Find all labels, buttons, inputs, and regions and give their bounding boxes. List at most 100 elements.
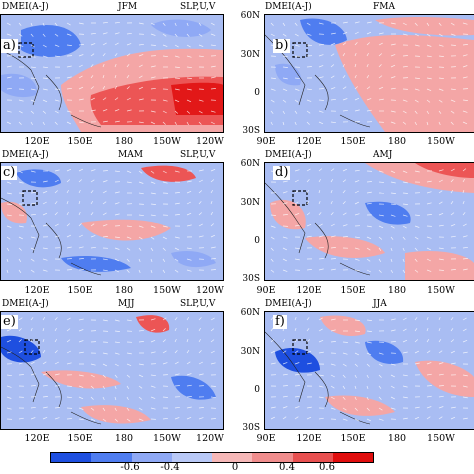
panel-d-lat-tick: 60N [240, 159, 260, 169]
panel-b-lat-tick: 30S [242, 126, 260, 136]
panel-d-lon-tick: 90E [256, 285, 276, 296]
panel-d-lon-tick: 150E [340, 285, 366, 296]
colorbar-swatch [332, 453, 373, 462]
panel-d-wind-vectors [270, 168, 468, 273]
panel-a-map: a) [0, 14, 224, 133]
panel-e-center-title: MJJ [118, 299, 135, 309]
panel-a-right-title: SLP,U,V [180, 2, 216, 12]
panel-e-lon-tick: 120E [24, 433, 50, 444]
panel-b-anomaly-field [265, 15, 474, 132]
panel-f-lon-tick: 120E [296, 433, 322, 444]
panel-b-lat-tick: 0 [254, 88, 260, 98]
panel-c-lon-tick: 120E [24, 285, 50, 296]
panel-e-map: e) [0, 311, 224, 430]
panel-b-lat-tick: 60N [240, 11, 260, 21]
panel-d-label: d) [273, 165, 291, 181]
colorbar-swatch [51, 453, 92, 462]
panel-f-lon-tick: 90E [256, 433, 276, 444]
panel-c-map: c) [0, 162, 224, 281]
panel-f-lon-tick: 180 [387, 433, 407, 444]
panel-b-left-title: DMEI(A-J) [265, 2, 312, 12]
panel-e-anomaly-field [1, 312, 223, 429]
panel-f-lon-tick: 150E [340, 433, 366, 444]
panel-c-coastline [1, 197, 102, 276]
panel-a-anomaly-field [1, 15, 223, 132]
panel-f-left-title: DMEI(A-J) [265, 299, 312, 309]
panel-f-region-box [292, 339, 308, 355]
panel-a-wind-vectors [6, 21, 217, 126]
colorbar-swatch [292, 453, 333, 462]
panel-d-lat-tick: 30N [240, 198, 260, 208]
panel-a-lon-tick: 150W [153, 136, 181, 147]
panel-c-lon-tick: 180 [114, 285, 134, 296]
panel-e-wind-vectors [6, 317, 217, 422]
panel-d-lon-tick: 150W [427, 285, 455, 296]
panel-b-region-box [292, 42, 308, 58]
panel-d-map: d) [264, 162, 474, 281]
panel-c-region-box [22, 190, 38, 206]
panel-d-lat-tick: 30S [242, 274, 260, 284]
panel-a-lon-tick: 120E [24, 136, 50, 147]
panel-b-lon-tick: 120E [296, 136, 322, 147]
panel-a-lon-tick: 150E [67, 136, 93, 147]
colorbar-swatch [91, 453, 132, 462]
panel-e-lon-tick: 180 [114, 433, 134, 444]
panel-c-lon-tick: 120W [196, 285, 224, 296]
colorbar-swatch [171, 453, 212, 462]
panel-a-lon-tick: 120W [196, 136, 224, 147]
panel-e-lon-tick: 150E [67, 433, 93, 444]
colorbar-swatch [212, 453, 253, 462]
panel-b-lon-tick: 150E [340, 136, 366, 147]
panel-a-center-title: JFM [118, 2, 138, 12]
panel-c-lon-tick: 150W [153, 285, 181, 296]
panel-b-wind-vectors [270, 21, 469, 126]
panel-e-coastline [1, 346, 102, 425]
panel-d-lat-tick: 0 [254, 236, 260, 246]
panel-c-lon-tick: 150E [67, 285, 93, 296]
panel-a-label: a) [1, 38, 18, 54]
colorbar-label: 0.6 [319, 462, 335, 473]
colorbar-label: 0.4 [279, 462, 295, 473]
panel-f-lat-tick: 30S [242, 423, 260, 433]
panel-d-anomaly-field [265, 163, 474, 280]
panel-c-center-title: MAM [118, 150, 143, 160]
panel-f-anomaly-field [265, 312, 474, 429]
panel-a-lon-tick: 180 [114, 136, 134, 147]
panel-b-lon-tick: 150W [427, 136, 455, 147]
panel-c-label: c) [1, 165, 18, 181]
colorbar [50, 452, 374, 463]
panel-f-lat-tick: 0 [254, 385, 260, 395]
panel-b-lat-tick: 30N [240, 50, 260, 60]
panel-b-map: b) [264, 14, 474, 133]
colorbar-swatch [252, 453, 293, 462]
panel-d-lon-tick: 180 [387, 285, 407, 296]
colorbar-label: 0 [231, 462, 239, 473]
panel-b-lon-tick: 90E [256, 136, 276, 147]
panel-c-right-title: SLP,U,V [180, 150, 216, 160]
panel-f-map: f) [264, 311, 474, 430]
panel-f-label: f) [273, 314, 287, 330]
panel-c-wind-vectors [6, 168, 216, 274]
panel-d-region-box [292, 190, 308, 206]
panel-e-left-title: DMEI(A-J) [2, 299, 49, 309]
panel-c-anomaly-field [1, 163, 223, 280]
colorbar-label: -0.4 [160, 462, 180, 473]
panel-a-region-box [18, 42, 34, 58]
panel-e-right-title: SLP,U,V [180, 299, 216, 309]
panel-c-left-title: DMEI(A-J) [2, 150, 49, 160]
colorbar-label: -0.6 [120, 462, 140, 473]
panel-b-center-title: FMA [373, 2, 395, 12]
panel-e-label: e) [1, 314, 18, 330]
panel-b-coastline [265, 34, 371, 128]
panel-d-lon-tick: 120E [296, 285, 322, 296]
panel-d-left-title: DMEI(A-J) [265, 150, 312, 160]
panel-f-center-title: JJA [373, 299, 387, 309]
panel-a-left-title: DMEI(A-J) [2, 2, 49, 12]
panel-f-lat-tick: 30N [240, 347, 260, 357]
panel-e-lon-tick: 120W [196, 433, 224, 444]
colorbar-swatch [131, 453, 172, 462]
panel-b-label: b) [273, 38, 291, 54]
panel-f-lon-tick: 150W [427, 433, 455, 444]
panel-d-center-title: AMJ [373, 150, 393, 160]
